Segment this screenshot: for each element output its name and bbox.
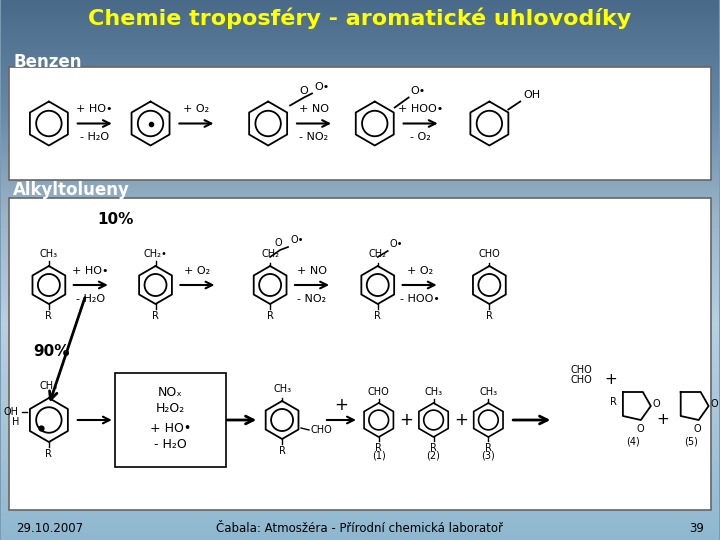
Text: +: + <box>400 411 413 429</box>
Text: + NO: + NO <box>297 266 327 276</box>
Text: + O₂: + O₂ <box>407 266 433 276</box>
Text: OH: OH <box>523 90 541 99</box>
Text: - NO₂: - NO₂ <box>300 132 328 143</box>
Text: + O₂: + O₂ <box>184 266 210 276</box>
Text: CH₃: CH₃ <box>273 384 291 394</box>
Text: CHO: CHO <box>311 425 333 435</box>
Text: +: + <box>334 396 348 414</box>
Text: Chemie troposféry - aromatické uhlovodíky: Chemie troposféry - aromatické uhlovodík… <box>88 7 631 29</box>
Text: R: R <box>430 443 437 453</box>
Text: H₂O₂: H₂O₂ <box>156 402 185 415</box>
Text: (4): (4) <box>626 436 640 446</box>
Text: O•: O• <box>290 235 304 245</box>
Text: R: R <box>279 446 286 456</box>
Text: Čabala: Atmosžéra - Přírodní chemická laboratoř: Čabala: Atmosžéra - Přírodní chemická la… <box>216 522 503 535</box>
FancyBboxPatch shape <box>9 67 711 180</box>
Text: + HO•: + HO• <box>150 422 191 435</box>
Text: CH₃: CH₃ <box>425 387 443 397</box>
Text: + O₂: + O₂ <box>184 105 210 114</box>
Text: R: R <box>266 311 274 321</box>
Text: + NO: + NO <box>299 105 329 114</box>
Text: O•: O• <box>390 239 403 249</box>
Text: (1): (1) <box>372 451 386 461</box>
Text: R: R <box>374 311 381 321</box>
Text: - HOO•: - HOO• <box>400 294 439 304</box>
Text: O: O <box>274 238 282 248</box>
Text: O: O <box>653 399 660 409</box>
Text: CH₂: CH₂ <box>369 249 387 259</box>
Text: OH: OH <box>4 407 19 417</box>
Text: CHO: CHO <box>570 365 592 375</box>
Text: +: + <box>454 411 469 429</box>
Text: +: + <box>605 373 617 388</box>
Text: R: R <box>486 311 492 321</box>
Text: - O₂: - O₂ <box>410 132 431 143</box>
Text: R: R <box>45 311 53 321</box>
Text: O: O <box>300 86 308 97</box>
Text: Benzen: Benzen <box>13 53 81 71</box>
Text: 29.10.2007: 29.10.2007 <box>16 522 83 535</box>
Text: CHO: CHO <box>479 249 500 259</box>
Text: - H₂O: - H₂O <box>76 294 105 304</box>
Text: O: O <box>636 424 644 434</box>
Text: CH₃: CH₃ <box>480 387 498 397</box>
Text: CH₂•: CH₂• <box>143 249 168 259</box>
Text: R: R <box>152 311 159 321</box>
Text: + HOO•: + HOO• <box>398 105 444 114</box>
Text: 10%: 10% <box>97 213 134 227</box>
Text: CH₃: CH₃ <box>40 249 58 259</box>
Text: + HO•: + HO• <box>73 266 109 276</box>
Text: (3): (3) <box>482 451 495 461</box>
Text: CH₃: CH₃ <box>40 381 58 391</box>
Text: 90%: 90% <box>33 345 69 360</box>
Text: Alkyltolueny: Alkyltolueny <box>13 181 130 199</box>
Text: R: R <box>610 397 617 407</box>
Text: NOₓ: NOₓ <box>158 386 183 399</box>
Text: (2): (2) <box>427 451 441 461</box>
Text: O•: O• <box>314 83 329 92</box>
Text: O: O <box>694 424 701 434</box>
FancyBboxPatch shape <box>114 373 226 467</box>
Text: +: + <box>657 413 669 428</box>
Text: CH₂: CH₂ <box>261 249 279 259</box>
Text: CHO: CHO <box>570 375 592 385</box>
Text: + HO•: + HO• <box>76 105 113 114</box>
Text: 39: 39 <box>689 522 703 535</box>
Text: - H₂O: - H₂O <box>154 437 187 450</box>
Text: - NO₂: - NO₂ <box>297 294 327 304</box>
Text: - H₂O: - H₂O <box>80 132 109 143</box>
Text: CHO: CHO <box>368 387 390 397</box>
Text: R: R <box>485 443 492 453</box>
Text: O: O <box>711 399 719 409</box>
Text: R: R <box>375 443 382 453</box>
Text: (5): (5) <box>684 436 698 446</box>
FancyBboxPatch shape <box>9 198 711 510</box>
Text: O•: O• <box>410 85 426 96</box>
Text: R: R <box>45 449 53 459</box>
Text: H: H <box>12 417 19 427</box>
